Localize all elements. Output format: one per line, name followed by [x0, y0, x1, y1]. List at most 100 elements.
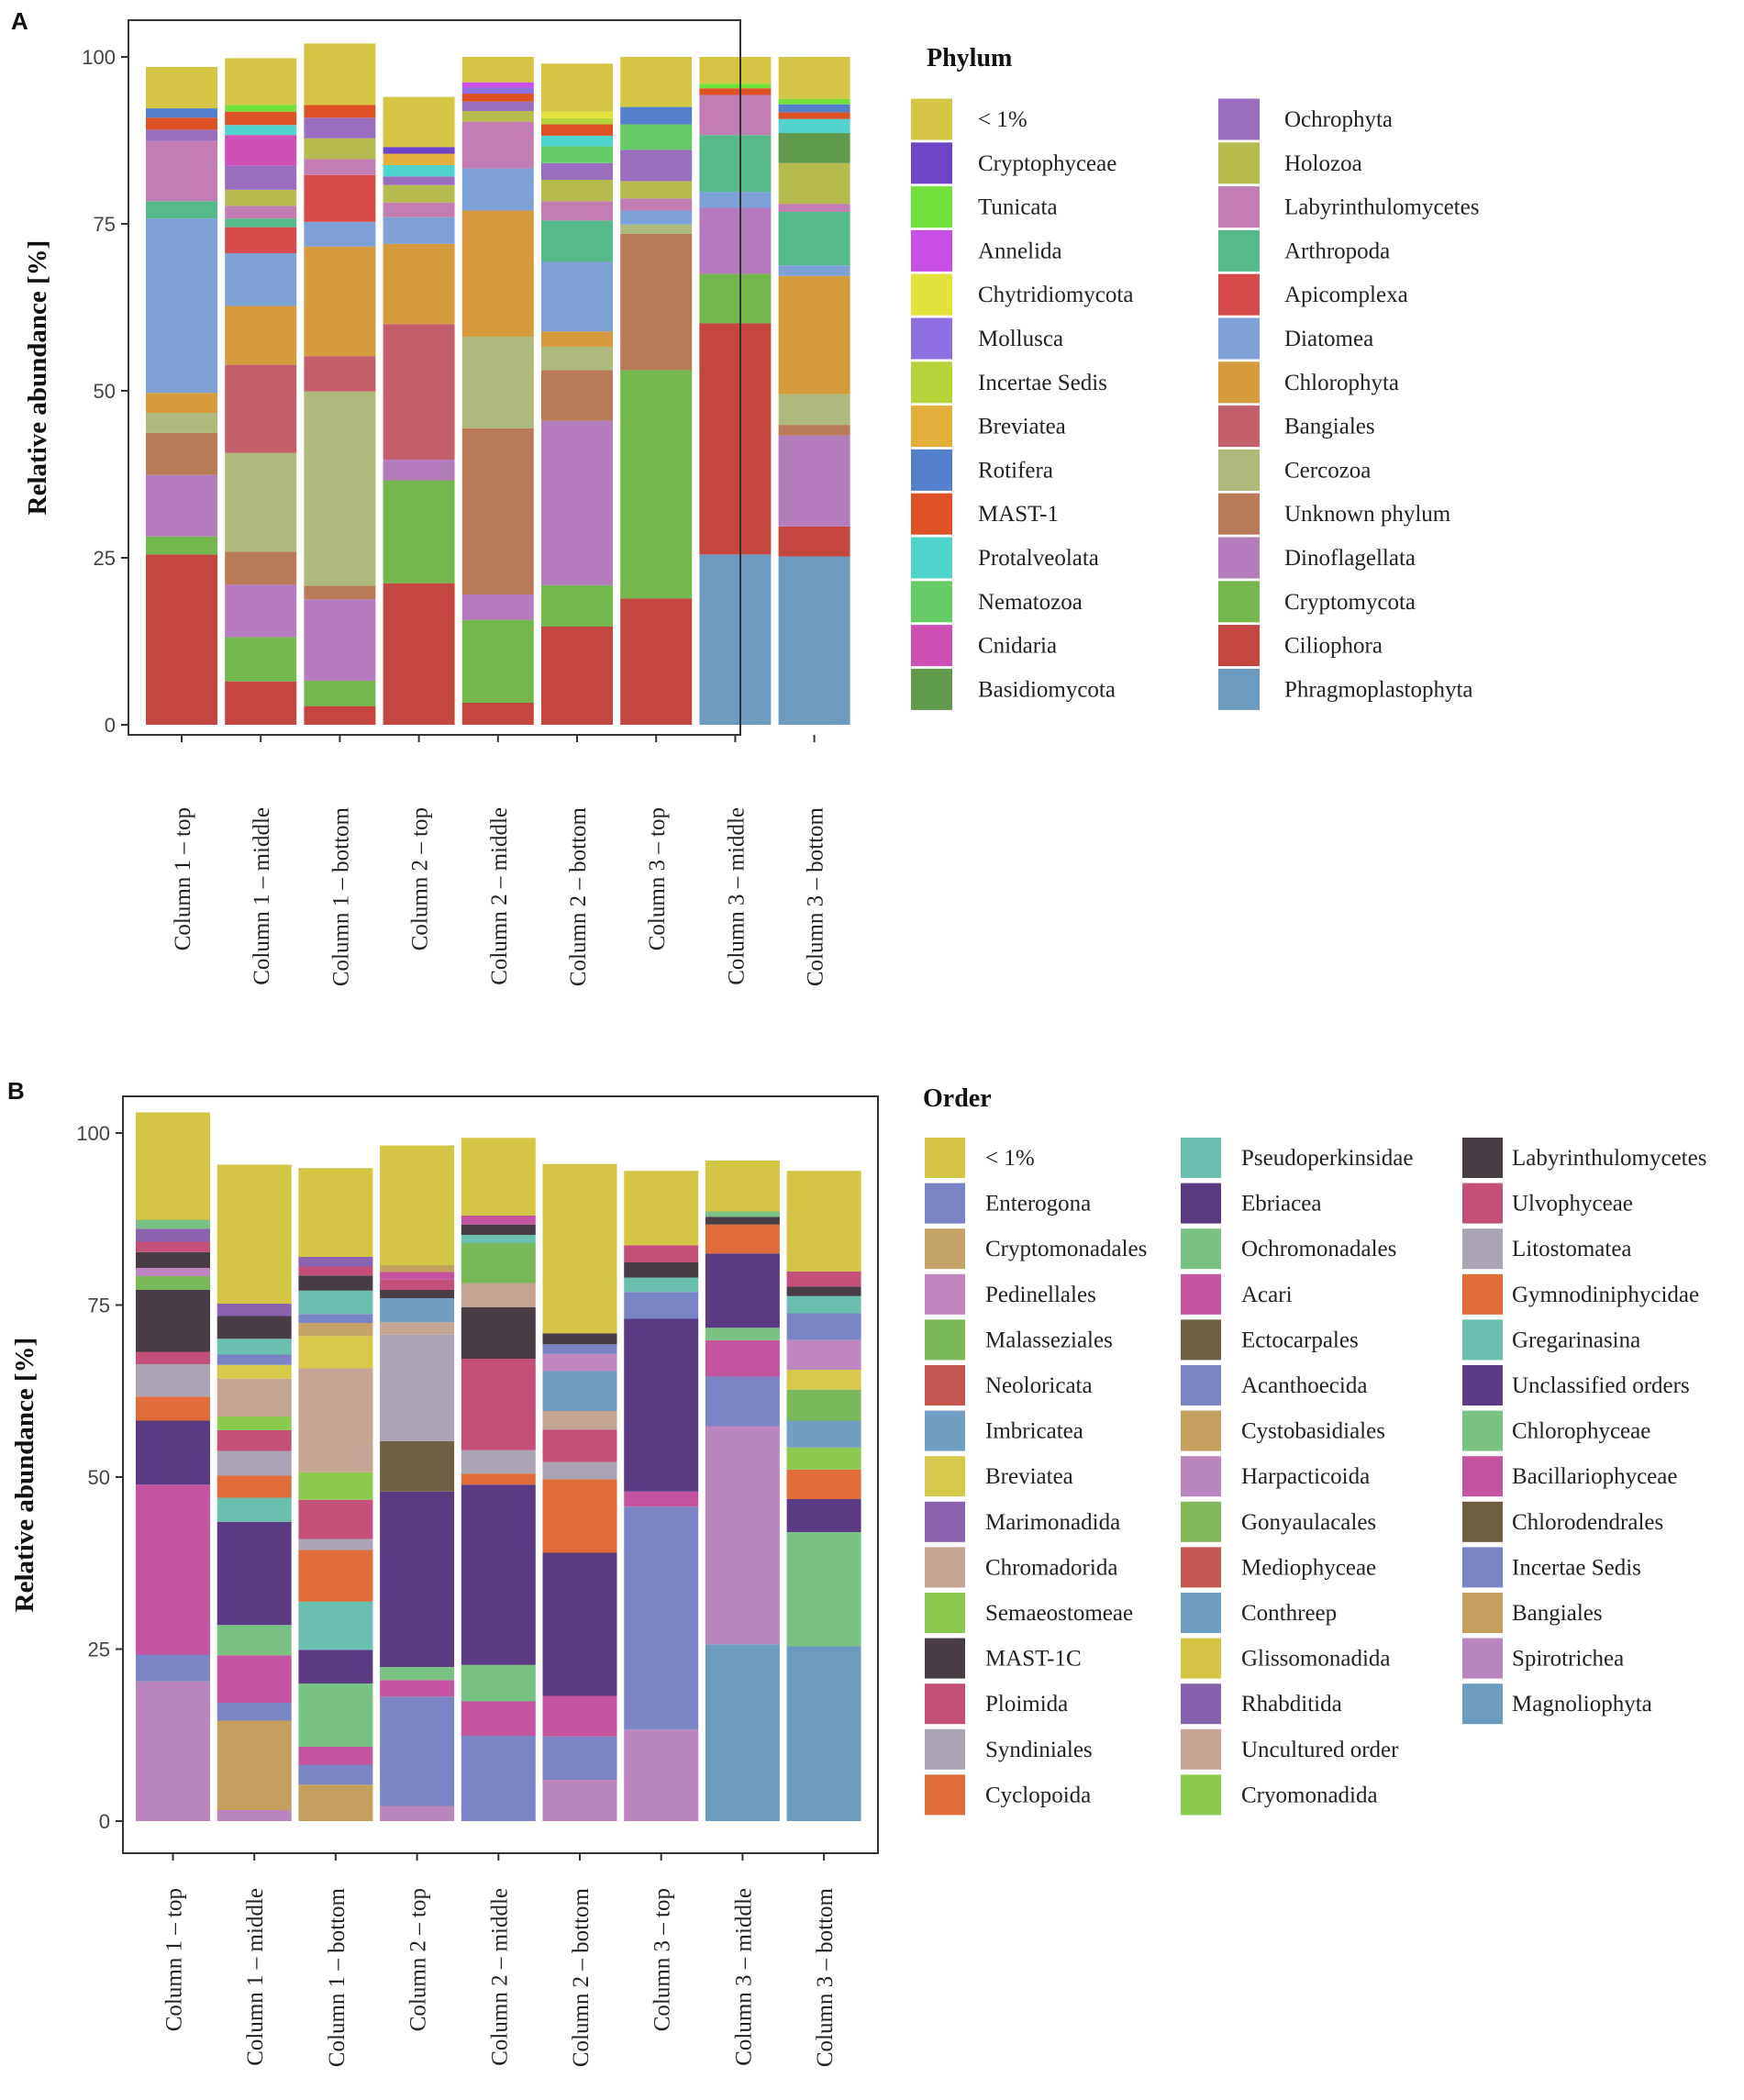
legend-label-unclassified-orders: Unclassified orders — [1512, 1373, 1690, 1398]
legend-swatch-bangiales — [1218, 406, 1260, 448]
bar-segment-lt-1pct-6 — [541, 63, 613, 112]
bar-segment-labyrinthulomycetes-8 — [705, 1217, 780, 1225]
bar-segment-dinoflagellata-9 — [778, 435, 850, 527]
legend-label-chlorophyta: Chlorophyta — [1284, 371, 1399, 395]
legend-label-chromadorida: Chromadorida — [985, 1555, 1117, 1580]
legend-swatch-cryptomonadales — [925, 1228, 965, 1270]
bar-segment-ciliophora-2 — [225, 681, 297, 725]
legend-swatch-lt-1pct — [911, 98, 952, 140]
plot-frame — [122, 1095, 879, 1854]
bar-segment-incertae-sedis-6 — [541, 117, 613, 125]
bar-segment-holozoa-5 — [461, 110, 534, 122]
legend-label-incertae-sedis: Incertae Sedis — [978, 371, 1107, 395]
bar-segment-cercozoa-9 — [778, 394, 850, 426]
legend-label-semaeostomeae: Semaeostomeae — [985, 1601, 1133, 1626]
bar-segment-lt-1pct-5 — [461, 1138, 536, 1216]
y-tick-label: 0 — [99, 1810, 110, 1833]
bar-segment-chlorophyta-3 — [304, 246, 376, 357]
bar-segment-ochrophyta-3 — [304, 117, 376, 139]
legend-swatch-cryptomycota — [1218, 581, 1260, 623]
bar-segment-diatomea-5 — [461, 168, 534, 211]
x-tick-label: Column 3 – bottom — [804, 806, 828, 986]
legend-label-unknown-phylum: Unknown phylum — [1284, 502, 1451, 527]
legend-label-labyrinthulomycetes: Labyrinthulomycetes — [1284, 195, 1479, 220]
bar-segment-incertae-sedis-2 — [217, 1703, 292, 1721]
bar-segment-cercozoa-7 — [620, 224, 693, 234]
bar-segment-unclassified-orders-8 — [705, 1253, 780, 1328]
legend-label-acari: Acari — [1241, 1283, 1293, 1307]
legend-label-harpacticoida: Harpacticoida — [1241, 1464, 1370, 1489]
bar-segment-mast-1c-5 — [461, 1306, 536, 1359]
legend-swatch-mast-1c — [925, 1638, 965, 1679]
legend-label-magnoliophyta: Magnoliophyta — [1512, 1692, 1652, 1717]
bar-segment-gregarinasina-3 — [298, 1601, 373, 1650]
legend-swatch-mast-1 — [911, 493, 952, 535]
bar-segment-diatomea-2 — [225, 253, 297, 306]
legend-label-incertae-sedis: Incertae Sedis — [1512, 1555, 1641, 1580]
legend-swatch-rhabditida — [1181, 1683, 1221, 1725]
bar-segment-mast-1-6 — [541, 124, 613, 136]
legend-swatch-litostomatea — [1462, 1228, 1503, 1270]
bar-segment-ulvophyceae-3 — [298, 1266, 373, 1276]
bar-segment-nematozoa-6 — [541, 146, 613, 163]
legend-swatch-harpacticoida — [1181, 1456, 1221, 1497]
legend-label-ochrophyta: Ochrophyta — [1284, 107, 1393, 132]
bar-segment-tunicata-8 — [699, 83, 772, 89]
bar-segment-protalveolata-6 — [541, 135, 613, 147]
bar-segment-labyrinthulomycetes-7 — [624, 1262, 699, 1278]
bar-segment-cryptomycota-1 — [146, 536, 217, 555]
bar-segment-ploimida-5 — [461, 1359, 536, 1450]
legend-swatch-bacillariophyceae — [1462, 1456, 1503, 1497]
bar-segment-lt-1pct-2 — [225, 58, 297, 106]
legend-label-glissomonadida: Glissomonadida — [1241, 1647, 1391, 1672]
bar-segment-lt-1pct-4 — [383, 96, 455, 148]
legend-label-dinoflagellata: Dinoflagellata — [1284, 546, 1416, 571]
legend-title: Order — [923, 1084, 992, 1113]
bar-segment-cryptomycota-6 — [541, 584, 613, 627]
bar-segment-ploimida-2 — [217, 1430, 292, 1451]
bar-segment-bangiales-2 — [225, 364, 297, 453]
bar-segment-unclassified-orders-5 — [461, 1484, 536, 1665]
bar-segment-gymnodiniphycidae-1 — [136, 1396, 210, 1421]
bar-segment-ochrophyta-5 — [461, 101, 534, 111]
legend-label-cyclopoida: Cyclopoida — [985, 1783, 1091, 1807]
bar-segment-chlorophyta-2 — [225, 306, 297, 365]
bar-segment-imbricatea-9 — [786, 1420, 861, 1448]
legend-swatch-cnidaria — [911, 625, 952, 667]
legend-swatch-lt-1pct — [925, 1138, 965, 1178]
panel-label: A — [11, 7, 28, 35]
bar-segment-chlorophyceae-3 — [298, 1683, 373, 1747]
bar-segment-lt-1pct-6 — [542, 1163, 617, 1334]
bar-segment-gymnodiniphycidae-3 — [298, 1550, 373, 1602]
bar-segment-unclassified-orders-7 — [624, 1318, 699, 1492]
x-tick-label: Column 3 – top — [645, 807, 670, 950]
y-tick-label: 75 — [94, 213, 116, 236]
bar-segment-dinoflagellata-6 — [541, 420, 613, 585]
legend-label-spirotrichea: Spirotrichea — [1512, 1647, 1624, 1672]
bar-segment-gymnodiniphycidae-9 — [786, 1469, 861, 1499]
legend-swatch-cercozoa — [1218, 449, 1260, 491]
bar-segment-bacillariophyceae-1 — [136, 1484, 210, 1655]
bar-segment-malasseziales-9 — [786, 1389, 861, 1421]
bar-segment-lt-1pct-8 — [699, 57, 772, 84]
bar-segment-lt-1pct-9 — [786, 1171, 861, 1272]
bar-segment-cryptomycota-5 — [461, 619, 534, 703]
x-tick-label: Column 3 – middle — [731, 1888, 756, 2066]
y-tick-label: 75 — [88, 1294, 110, 1317]
bar-segment-ciliophora-6 — [541, 626, 613, 725]
legend-swatch-chlorophyceae — [1462, 1410, 1503, 1451]
legend-swatch-ectocarpales — [1181, 1319, 1221, 1361]
bar-segment-annelida-5 — [461, 82, 534, 88]
legend-swatch-gregarinasina — [1462, 1319, 1503, 1361]
bar-segment-spirotrichea-2 — [217, 1810, 292, 1821]
legend-swatch-conthreep — [1181, 1593, 1221, 1633]
bar-segment-mollusca-5 — [461, 87, 534, 94]
legend-swatch-labyrinthulomycetes — [1218, 186, 1260, 228]
bar-segment-ciliophora-4 — [383, 583, 455, 725]
bar-segment-lt-1pct-3 — [298, 1168, 373, 1257]
bar-segment-malasseziales-1 — [136, 1276, 210, 1290]
bar-segment-mast-1-8 — [699, 88, 772, 95]
bar-segment-imbricatea-6 — [542, 1371, 617, 1411]
legend-swatch-diatomea — [1218, 317, 1260, 360]
bar-segment-unknown-phylum-5 — [461, 428, 534, 595]
